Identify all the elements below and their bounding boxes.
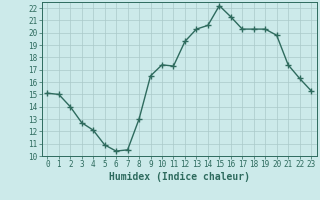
X-axis label: Humidex (Indice chaleur): Humidex (Indice chaleur) (109, 172, 250, 182)
